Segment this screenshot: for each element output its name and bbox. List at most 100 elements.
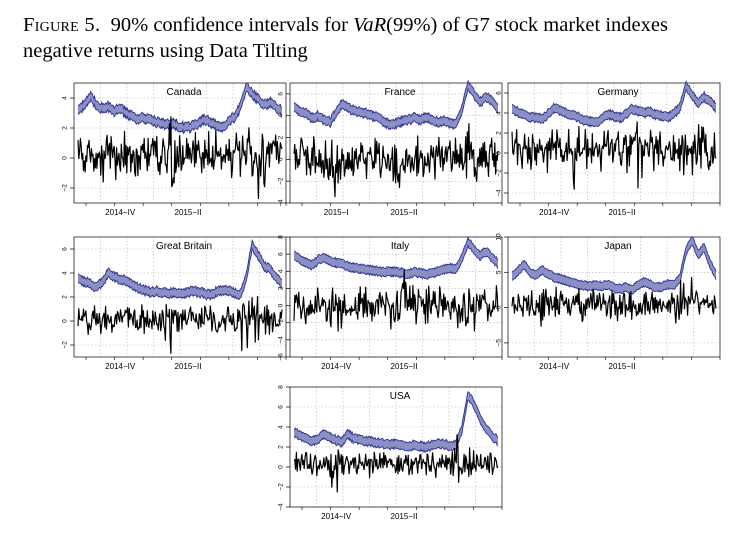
plot-frame [507,236,721,358]
var-interval-band [78,240,282,300]
x-tick-label: 2015−II [609,362,636,371]
y-tick-label: 4 [496,111,503,115]
var-interval-band [294,391,498,453]
y-tick-label: −2 [62,184,69,192]
plot-frame [73,82,287,204]
x-tick-label: 2014−IV [539,208,570,217]
var-upper-bound [293,391,499,445]
var-upper-bound [77,239,283,293]
plot-frame [289,236,503,358]
panel-title: France [384,87,416,98]
panel-canada: Canada −2 0 2 4 2014−IV 2015−II [50,79,294,237]
y-tick-label: −2 [496,169,503,177]
var-lower-bound [511,244,717,295]
var-interval-band [78,83,282,134]
x-tick-label: 2015−I [324,208,349,217]
y-tick-label: 4 [62,96,69,100]
x-tick-label: 2015−II [175,208,202,217]
y-tick-label: 4 [62,271,69,275]
y-tick-label: 8 [278,385,285,389]
y-tick-label: −2 [278,177,285,185]
y-tick-label: 0 [496,151,503,155]
var-lower-bound [77,247,283,302]
returns-series [77,296,283,354]
y-tick-label: −4 [278,199,285,207]
y-tick-label: 4 [278,425,285,429]
y-tick-label: 2 [278,286,285,290]
y-tick-label: 2 [278,135,285,139]
var-lower-bound [511,88,717,128]
y-tick-label: 0 [62,319,69,323]
y-tick-label: 0 [278,303,285,307]
plot-frame [507,82,721,204]
panel-title: USA [390,391,411,402]
caption-text-before: 90% confidence intervals for [110,14,354,36]
y-tick-label: 6 [278,405,285,409]
y-tick-label: 8 [278,235,285,239]
var-upper-bound [511,80,717,120]
panel-germany: Germany −4 −2 0 2 4 6 2014−IV 2015−II [484,79,728,237]
panel-italy: Italy −6 −4 −2 0 2 4 6 8 2014−IV 2015−II [266,233,510,391]
var-upper-bound [293,235,499,272]
x-tick-label: 2014−IV [105,362,136,371]
var-argument: (99%) [386,14,438,36]
x-tick-label: 2014−IV [321,362,352,371]
chart-svg: Great Britain −2 0 2 4 6 2014−IV 2015−II [62,236,287,371]
y-tick-label: −2 [278,483,285,491]
panel-great-britain: Great Britain −2 0 2 4 6 2014−IV 2015−II [50,233,294,391]
x-tick-label: 2015−II [175,362,202,371]
grid [290,83,502,204]
caption-text-after: of G7 stock market indexes negative retu… [23,14,668,62]
x-tick-label: 2015−II [391,208,418,217]
panel-title: Italy [391,241,409,252]
y-tick-label: −4 [278,336,285,344]
panel-title: Great Britain [156,241,212,252]
panel-title: Japan [604,241,631,252]
returns-series [293,269,499,332]
var-upper-bound [77,82,283,126]
x-tick-label: 2014−IV [539,362,570,371]
y-tick-label: 4 [278,269,285,273]
y-tick-label: −5 [496,339,503,347]
y-tick-label: 0 [278,157,285,161]
x-tick-label: 2014−IV [321,512,352,521]
y-tick-label: 6 [278,92,285,96]
y-tick-label: −2 [62,341,69,349]
plot-frame [289,82,503,204]
y-tick-label: 0 [496,305,503,309]
x-tick-label: 2015−II [391,362,418,371]
y-tick-label: 2 [278,445,285,449]
chart-svg: Canada −2 0 2 4 2014−IV 2015−II [62,82,287,217]
panel-title: Canada [166,87,201,98]
y-tick-label: −4 [278,503,285,511]
y-tick-label: 5 [496,270,503,274]
panel-japan: Japan −5 0 5 10 2014−IV 2015−II [484,233,728,391]
y-tick-label: 2 [62,295,69,299]
x-tick-label: 2015−II [391,512,418,521]
returns-series [293,434,499,493]
y-tick-label: 0 [62,156,69,160]
y-tick-label: 6 [278,252,285,256]
figure-label: Figure 5. [23,14,101,36]
x-tick-label: 2014−IV [105,208,136,217]
panel-title: Germany [597,87,638,98]
var-lower-bound [77,90,283,135]
chart-svg: Germany −4 −2 0 2 4 6 2014−IV 2015−II [496,80,721,217]
chart-svg: USA −4 −2 0 2 4 6 8 2014−IV 2015−II [278,385,503,521]
var-interval-band [512,236,716,295]
returns-series [293,123,499,198]
var-lower-bound [293,244,499,280]
y-tick-label: 6 [62,247,69,251]
chart-svg: France −4 −2 0 2 4 6 2015−I 2015−II [278,79,503,217]
figure-caption: Figure 5. 90% confidence intervals for V… [23,12,723,64]
var-symbol: VaR [353,14,387,36]
chart-svg: Japan −5 0 5 10 2014−IV 2015−II [496,233,721,371]
chart-svg: Italy −6 −4 −2 0 2 4 6 8 2014−IV 2015−II [278,235,503,371]
returns-series [511,121,717,190]
y-tick-label: −2 [278,319,285,327]
x-tick-label: 2015−II [609,208,636,217]
returns-series [77,116,283,200]
y-tick-label: 0 [278,465,285,469]
var-lower-bound [293,399,499,453]
var-interval-band [294,237,498,280]
